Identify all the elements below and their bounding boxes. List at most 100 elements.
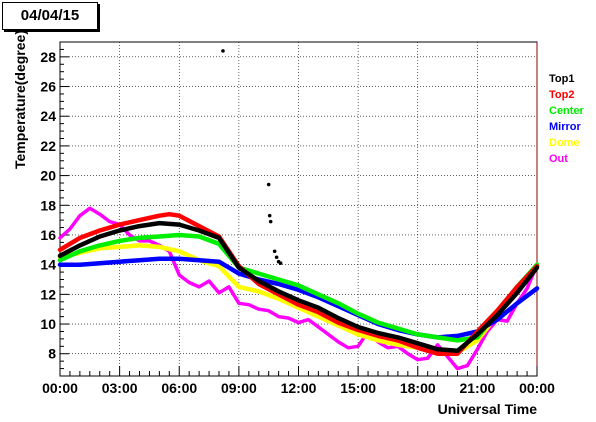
series-center-point	[277, 278, 280, 281]
series-mirror-point	[515, 302, 519, 305]
series-top1-outlier	[221, 49, 225, 53]
series-out-point	[247, 303, 251, 306]
series-top1-outlier	[268, 219, 273, 224]
series-out-point	[416, 358, 419, 361]
y-tick-label: 22	[40, 138, 56, 154]
series-out-point	[327, 333, 330, 336]
series-mirror-point	[456, 334, 459, 338]
y-tick-label: 14	[40, 257, 56, 273]
series-top1-point	[356, 325, 360, 329]
series-dome-point	[476, 339, 479, 342]
series-top1-point	[337, 316, 340, 320]
y-tick-label: 28	[40, 49, 56, 65]
series-mirror-point	[118, 260, 121, 263]
series-top1-outlier	[274, 255, 279, 260]
series-mirror-point	[158, 257, 161, 260]
y-tick-label: 18	[40, 197, 56, 213]
series-out-point	[505, 319, 509, 323]
series-dome-point	[237, 285, 241, 289]
series-mirror-point	[98, 261, 101, 265]
series-out-point	[257, 308, 260, 311]
series-top2-line	[57, 211, 540, 356]
plot-frame	[59, 41, 538, 377]
series-center-point	[257, 272, 260, 275]
series-top2-point	[297, 303, 300, 306]
series-dome-point	[396, 343, 400, 347]
series-out-point	[148, 239, 151, 243]
series-top1-point	[178, 223, 181, 226]
series-top1-point	[515, 291, 519, 295]
series-out-point	[456, 367, 459, 370]
series-out-point	[406, 352, 410, 355]
series-mirror-point	[197, 259, 201, 262]
series-mirror-point	[297, 288, 300, 292]
series-top1-point	[456, 349, 459, 352]
series-top2-point	[98, 229, 101, 232]
y-axis-title: Temperature(degree)	[12, 30, 28, 169]
series-out-point	[197, 285, 201, 289]
series-out-point	[237, 302, 241, 305]
x-tick-label: 12:00	[281, 380, 317, 396]
series-top1-point	[436, 348, 439, 351]
series-out-point	[525, 287, 529, 290]
series-dome-point	[158, 245, 161, 249]
series-top1-point	[535, 266, 539, 269]
legend-entry-top1: Top1	[549, 73, 574, 85]
series-mirror-point	[78, 263, 82, 266]
series-center-point	[118, 239, 121, 243]
series-out-point	[436, 343, 439, 347]
series-top1-outlier	[267, 213, 272, 218]
y-tick-label: 12	[40, 286, 56, 302]
series-out-point	[386, 346, 390, 349]
y-tick-label: 20	[40, 168, 56, 184]
series-top2-point	[138, 218, 141, 222]
series-top2-point	[337, 321, 340, 324]
series-top2-point	[197, 224, 201, 228]
series-top2-point	[416, 346, 419, 349]
series-mirror-point	[237, 272, 241, 275]
series-out-point	[346, 346, 350, 349]
series-top2-point	[58, 248, 62, 252]
series-out-point	[307, 318, 310, 321]
series-center-point	[217, 242, 221, 246]
series-out-point	[337, 340, 340, 344]
series-mirror-point	[496, 318, 499, 321]
series-top2-point	[317, 310, 320, 314]
series-mirror-point	[178, 257, 181, 260]
series-center-point	[456, 339, 459, 342]
series-out-point	[207, 279, 211, 283]
series-out-point	[277, 315, 280, 318]
x-tick-label: 18:00	[400, 380, 436, 396]
series-center-point	[98, 244, 101, 247]
series-center-point	[58, 259, 62, 262]
y-tick-label: 24	[40, 108, 56, 124]
series-top1-point	[118, 229, 121, 232]
series-out-point	[227, 285, 231, 289]
x-tick-label: 21:00	[459, 380, 495, 396]
series-center-point	[337, 302, 340, 305]
series-top1-point	[158, 221, 161, 225]
series-center-point	[178, 233, 181, 237]
series-dome-point	[138, 244, 141, 247]
series-top1-outlier	[270, 286, 275, 291]
series-out-point	[108, 220, 111, 223]
series-center-point	[317, 293, 320, 296]
series-top1-point	[98, 235, 101, 238]
legend-entry-top2: Top2	[549, 89, 574, 101]
series-out-point	[138, 239, 141, 243]
series-dome-point	[217, 264, 221, 268]
series-top2-point	[436, 352, 439, 355]
series-top1-point	[138, 224, 141, 228]
series-out-point	[98, 212, 101, 216]
series-out-point	[68, 227, 72, 231]
x-tick-label: 03:00	[102, 380, 138, 396]
series-center-point	[158, 235, 161, 238]
series-out-point	[476, 348, 479, 351]
series-dome-point	[178, 250, 181, 253]
legend-entry-center: Center	[549, 105, 585, 117]
x-tick-label: 06:00	[161, 380, 197, 396]
series-top1-outlier	[266, 182, 271, 187]
series-top1-point	[277, 290, 280, 293]
series-out-point	[426, 356, 429, 360]
